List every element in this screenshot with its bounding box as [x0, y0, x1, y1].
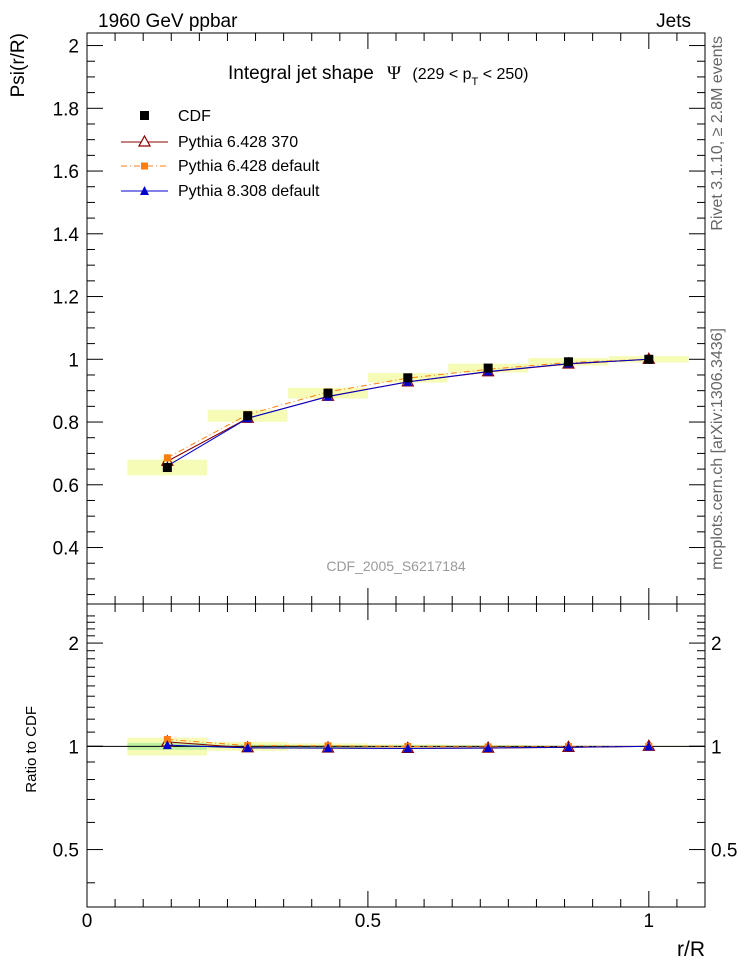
x-axis-label: r/R: [677, 938, 705, 961]
cdf-point: [323, 388, 333, 398]
ratio-series-2-point: [243, 742, 253, 752]
ratio-y-tick-label-right: 2: [711, 634, 722, 655]
main-y-tick-label: 1: [68, 350, 79, 371]
main-y-tick-label: 1.8: [53, 99, 79, 120]
legend-pythia6-370-label: Pythia 6.428 370: [178, 134, 298, 151]
main-y-tick-label: 1.2: [53, 288, 79, 309]
ratio-series-2-point: [563, 742, 573, 752]
legend-cdf-label: CDF: [178, 108, 211, 125]
chart-title: Integral jet shape Ψ (229 < pT < 250): [228, 63, 529, 88]
title-symbol: Ψ: [387, 63, 401, 84]
side-label-mcplots: mcplots.cern.ch [arXiv:1306.3436]: [709, 328, 726, 570]
main-panel: 0.4 0.6 0.8 1 1.2 1.4 1.6 1.8 2 Integral jet sha…: [8, 32, 706, 605]
title-range-start: (229 < p: [412, 66, 471, 83]
cdf-data-points: [162, 354, 654, 473]
legend-pythia6-default-marker: [141, 162, 148, 170]
x-tick-label: 0.5: [355, 911, 381, 932]
x-tick-labels: 0 0.5 1: [82, 911, 654, 932]
ratio-y-tick-label-left: 2: [68, 634, 79, 655]
legend-pythia6-370-marker: [137, 134, 152, 147]
cdf-point: [243, 411, 253, 421]
ratio-y-tick-label-right: 0.5: [711, 841, 737, 862]
header-left: 1960 GeV ppbar: [98, 11, 238, 32]
main-y-axis-label: Psi(r/R): [8, 33, 29, 97]
ratio-series-group: [160, 734, 656, 754]
analysis-tag: CDF_2005_S6217184: [326, 558, 466, 574]
legend-pythia8-default-marker: [140, 186, 149, 195]
ratio-y-tick-labels: 0.5 0.5 1 1 2 2: [53, 634, 738, 861]
main-axis-ticks: [86, 33, 706, 604]
title-range-sub: T: [472, 76, 479, 88]
ratio-y-tick-label-left: 1: [68, 737, 79, 758]
legend-pythia6-default-label: Pythia 6.428 default: [178, 158, 320, 175]
ratio-y-tick-label-left: 0.5: [53, 841, 79, 862]
ratio-axis-ticks: [86, 604, 706, 907]
main-y-tick-label: 0.6: [53, 476, 79, 497]
legend-cdf-marker: [140, 111, 149, 120]
title-main: Integral jet shape: [228, 63, 374, 84]
cdf-point: [644, 354, 654, 364]
legend: CDF Pythia 6.428 370 Pythia 6.428 defaul…: [121, 108, 320, 200]
cdf-point: [162, 463, 172, 473]
ratio-frame: [86, 603, 706, 908]
ratio-series-2-point: [403, 743, 413, 753]
title-range-end: < 250): [478, 66, 528, 83]
legend-pythia8-default-label: Pythia 8.308 default: [178, 183, 320, 200]
side-label-rivet: Rivet 3.1.10, ≥ 2.8M events: [709, 36, 726, 231]
main-y-tick-label: 2: [68, 37, 79, 58]
ratio-series-2-point: [483, 742, 493, 752]
x-tick-label: 1: [644, 911, 655, 932]
ratio-series-2-point: [644, 741, 654, 751]
ratio-panel: 0.5 0.51 12 2 Ratio to CDF 0 0.5 1 r/R: [23, 603, 738, 961]
cdf-point: [403, 373, 413, 383]
ratio-series-1-point: [163, 735, 171, 743]
ratio-y-axis-label: Ratio to CDF: [23, 706, 40, 793]
x-tick-label: 0: [82, 911, 93, 932]
main-y-tick-label: 1.4: [53, 225, 80, 246]
cdf-point: [563, 357, 573, 367]
ratio-y-tick-label-right: 1: [711, 737, 722, 758]
ratio-series-2-point: [323, 743, 333, 753]
ratio-series-2-point: [162, 740, 172, 750]
main-y-tick-labels: 0.4 0.6 0.8 1 1.2 1.4 1.6 1.8 2: [53, 37, 80, 560]
main-y-tick-label: 1.6: [53, 162, 79, 183]
main-y-tick-label: 0.8: [53, 413, 79, 434]
header-right: Jets: [656, 11, 691, 32]
main-series-1-point: [163, 454, 171, 462]
main-y-tick-label: 0.4: [53, 539, 80, 560]
cdf-point: [483, 363, 493, 373]
